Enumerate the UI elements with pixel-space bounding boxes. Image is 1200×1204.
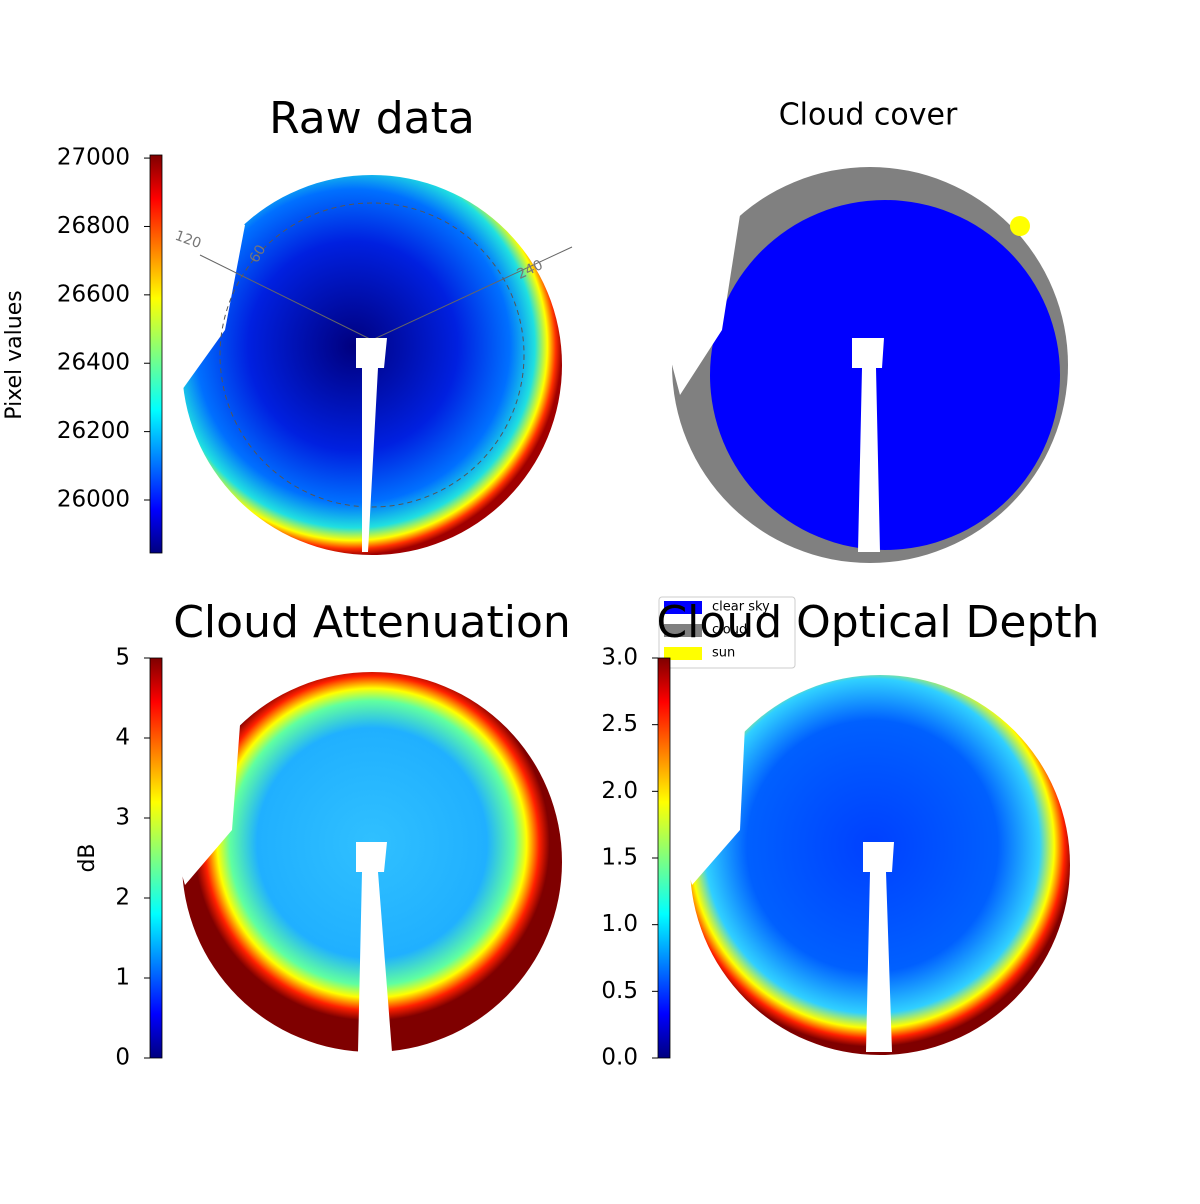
tick-label: 2.5 bbox=[601, 711, 638, 737]
tick-label: 5 bbox=[115, 645, 130, 671]
tick-label: 0.0 bbox=[601, 1045, 638, 1071]
tick-label: 4 bbox=[115, 725, 130, 751]
tick-label: 26200 bbox=[57, 418, 130, 444]
panel-title: Cloud Attenuation bbox=[173, 597, 571, 648]
panel-title: Raw data bbox=[269, 93, 475, 144]
legend-swatch bbox=[664, 601, 702, 614]
tick-label: 26000 bbox=[57, 487, 130, 513]
tick-label: 3 bbox=[115, 805, 130, 831]
sky-image bbox=[160, 175, 573, 555]
tick-label: 26600 bbox=[57, 281, 130, 307]
colorbar bbox=[149, 657, 163, 1059]
colorbar bbox=[149, 154, 163, 554]
polar-label: 60 bbox=[247, 242, 270, 265]
panel-title: Cloud Optical Depth bbox=[656, 597, 1099, 648]
tick-label: 0 bbox=[115, 1045, 130, 1071]
colorbar-label: dB bbox=[75, 843, 100, 872]
tick-label: 27000 bbox=[57, 145, 130, 171]
panel-title: Cloud cover bbox=[779, 98, 958, 133]
legend-label: clear sky bbox=[712, 600, 770, 615]
colorbar bbox=[657, 657, 671, 1059]
tick-label: 1.5 bbox=[601, 845, 638, 871]
tick-label: 2.0 bbox=[601, 778, 638, 804]
tick-label: 1 bbox=[115, 965, 130, 991]
colorbar-label: Pixel values bbox=[2, 290, 27, 419]
tick-label: 26400 bbox=[57, 350, 130, 376]
sky-image bbox=[668, 675, 1070, 1055]
sky-image bbox=[160, 672, 562, 1052]
legend-swatch bbox=[664, 647, 702, 660]
sky-image bbox=[655, 167, 1068, 563]
legend-label: cloud bbox=[712, 623, 747, 638]
tick-label: 26800 bbox=[57, 213, 130, 239]
tick-label: 2 bbox=[115, 885, 130, 911]
legend-label: sun bbox=[712, 646, 735, 661]
legend-swatch bbox=[664, 624, 702, 637]
tick-label: 3.0 bbox=[601, 645, 638, 671]
tick-label: 0.5 bbox=[601, 978, 638, 1004]
tick-label: 1.0 bbox=[601, 911, 638, 937]
